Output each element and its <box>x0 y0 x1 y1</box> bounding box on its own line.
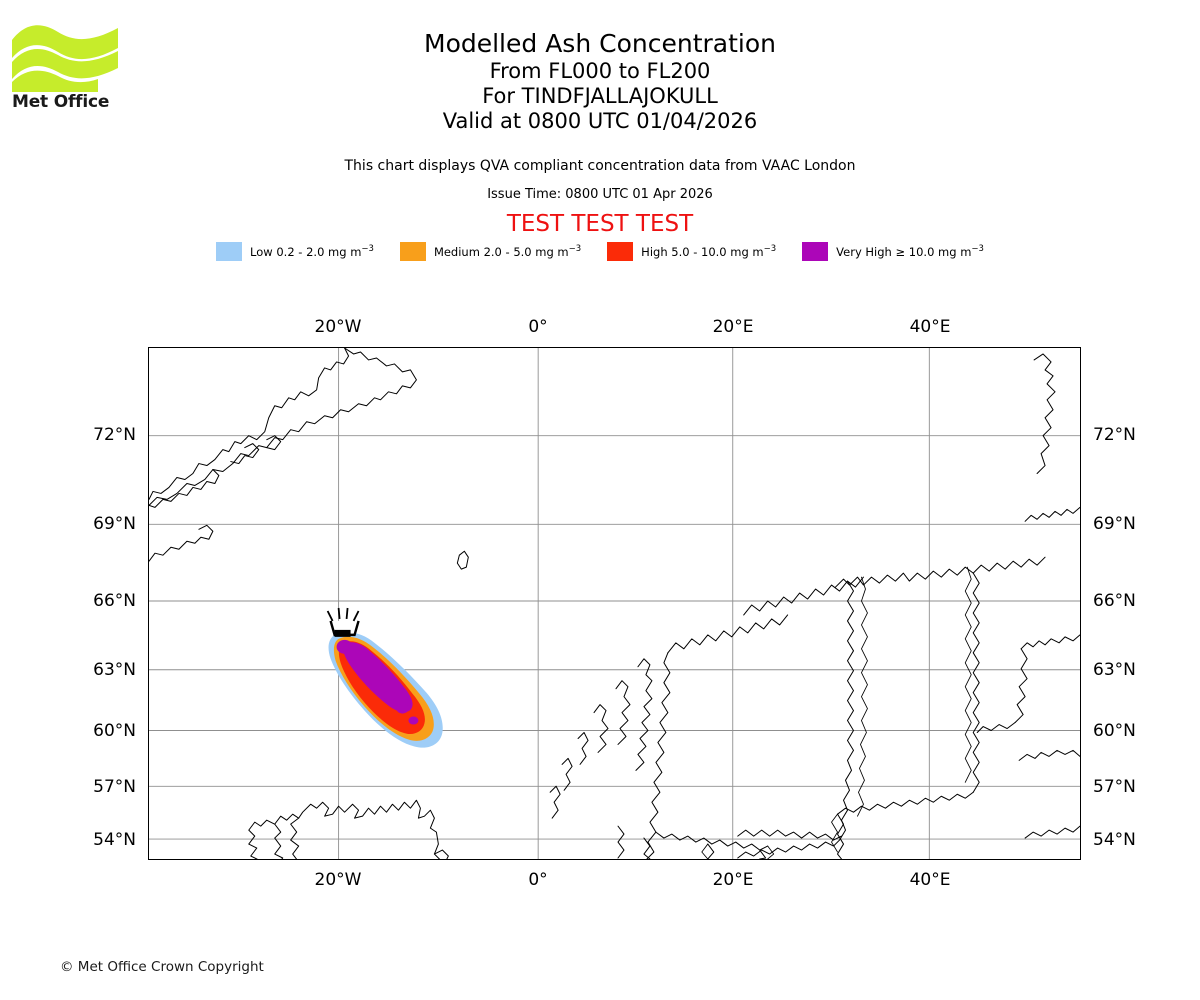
copyright-notice: © Met Office Crown Copyright <box>60 959 264 975</box>
legend-swatch-medium <box>399 242 426 261</box>
volcano-marker-icon <box>326 607 360 637</box>
ash-concentration-map <box>148 347 1081 860</box>
lat-tick-right-72: 72°N <box>1093 425 1136 445</box>
lat-tick-left-54: 54°N <box>93 830 136 850</box>
met-office-wave-icon <box>12 25 118 92</box>
map-country-borders <box>701 566 972 859</box>
map-canvas <box>149 348 1080 859</box>
plume-core-blob-5 <box>408 716 419 725</box>
flight-level-range: From FL000 to FL200 <box>489 59 711 83</box>
plume-core-blob-2 <box>369 674 384 687</box>
lat-tick-right-54: 54°N <box>1093 830 1136 850</box>
valid-time: Valid at 0800 UTC 01/04/2026 <box>442 109 758 133</box>
test-banner: TEST TEST TEST <box>506 211 694 237</box>
lat-tick-left-66: 66°N <box>93 591 136 611</box>
lon-tick-bottom-20: 20°E <box>712 870 754 890</box>
legend-label-very-high: Very High ≥ 10.0 mg m−3 <box>836 244 984 259</box>
met-office-logo: Met Office <box>12 24 120 116</box>
lon-tick-top-20: 20°E <box>712 317 754 337</box>
met-office-logo-text: Met Office <box>12 92 110 112</box>
plume-core-blob-1 <box>349 651 368 666</box>
plume-core-blob-4 <box>396 703 409 714</box>
lat-tick-left-69: 69°N <box>93 514 136 534</box>
concentration-legend: Low 0.2 - 2.0 mg m−3 Medium 2.0 - 5.0 mg… <box>0 242 1200 261</box>
plume-core-blob-3 <box>383 690 396 701</box>
legend-item-medium: Medium 2.0 - 5.0 mg m−3 <box>399 242 582 261</box>
legend-label-high: High 5.0 - 10.0 mg m−3 <box>641 244 777 259</box>
lat-tick-left-63: 63°N <box>93 660 136 680</box>
legend-label-medium: Medium 2.0 - 5.0 mg m−3 <box>433 244 582 259</box>
lat-tick-left-57: 57°N <box>93 777 136 797</box>
ash-plume <box>328 632 443 748</box>
legend-item-high: High 5.0 - 10.0 mg m−3 <box>607 242 776 261</box>
lat-tick-right-60: 60°N <box>1093 721 1136 741</box>
map-gridlines <box>149 348 1080 859</box>
lat-tick-left-60: 60°N <box>93 721 136 741</box>
plume-core-blob-6 <box>336 639 353 654</box>
page-title: Modelled Ash Concentration <box>424 29 776 58</box>
legend-swatch-high <box>607 242 634 261</box>
lat-tick-left-72: 72°N <box>93 425 136 445</box>
legend-label-low: Low 0.2 - 2.0 mg m−3 <box>250 244 374 259</box>
legend-item-very-high: Very High ≥ 10.0 mg m−3 <box>802 242 984 261</box>
legend-item-low: Low 0.2 - 2.0 mg m−3 <box>216 242 374 261</box>
lon-tick-bottom--20: 20°W <box>314 870 362 890</box>
lon-tick-bottom-0: 0° <box>528 870 548 890</box>
lat-tick-right-69: 69°N <box>1093 514 1136 534</box>
lon-tick-top--20: 20°W <box>314 317 362 337</box>
legend-swatch-very-high <box>802 242 829 261</box>
title-block: Modelled Ash Concentration From FL000 to… <box>0 28 1200 134</box>
lat-tick-right-66: 66°N <box>1093 591 1136 611</box>
lon-tick-top-0: 0° <box>528 317 548 337</box>
caption-block: This chart displays QVA compliant concen… <box>0 156 1200 238</box>
issue-time: Issue Time: 0800 UTC 01 Apr 2026 <box>487 187 713 202</box>
legend-swatch-low <box>216 242 243 261</box>
lon-tick-top-40: 40°E <box>909 317 951 337</box>
volcano-name: For TINDFJALLAJOKULL <box>482 84 718 108</box>
lat-tick-right-57: 57°N <box>1093 777 1136 797</box>
qva-note: This chart displays QVA compliant concen… <box>344 158 856 174</box>
map-coastlines <box>149 348 1080 859</box>
lon-tick-bottom-40: 40°E <box>909 870 951 890</box>
lat-tick-right-63: 63°N <box>1093 660 1136 680</box>
